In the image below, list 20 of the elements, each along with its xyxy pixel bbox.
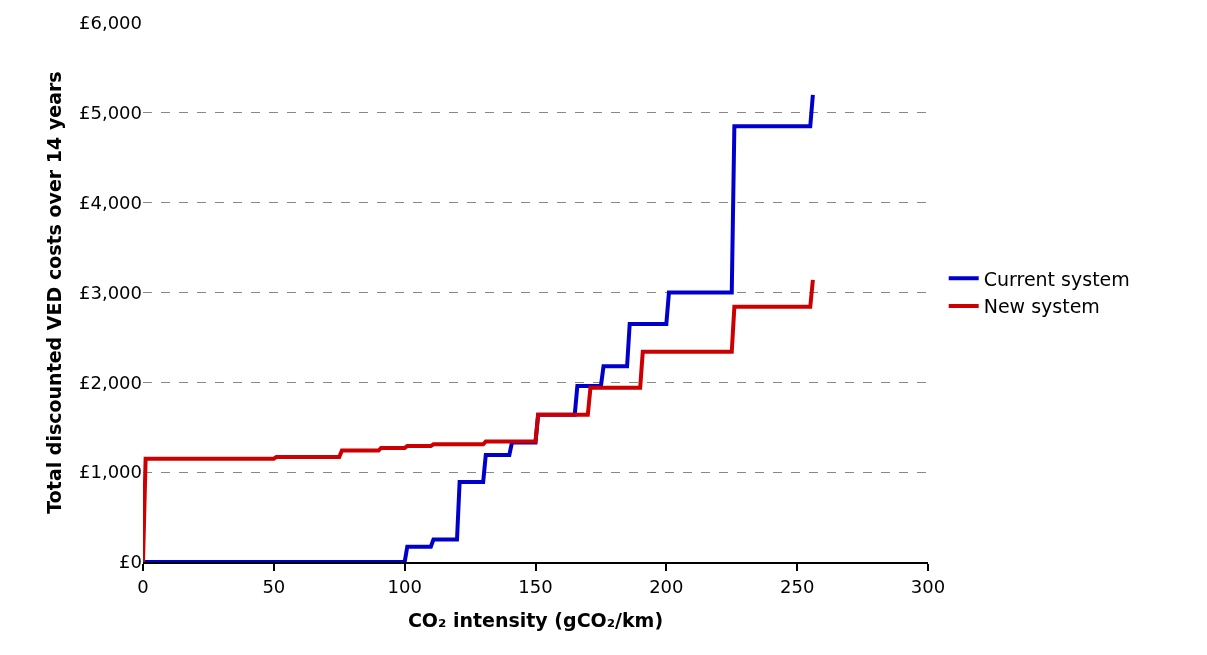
x-tick-label: 100 — [387, 575, 422, 597]
line-series — [143, 277, 815, 562]
x-tick-label: 300 — [910, 575, 946, 597]
line-series — [143, 92, 815, 562]
y-tick-label: £6,000 — [79, 12, 142, 34]
x-tick-label: 50 — [262, 575, 286, 597]
legend-label: Current system — [983, 267, 1130, 290]
y-tick-label: £1,000 — [79, 461, 142, 483]
y-tick-label: £4,000 — [79, 191, 142, 213]
y-tick-label: £0 — [119, 551, 142, 573]
y-tick-label: £3,000 — [79, 281, 142, 303]
x-tick-label: 0 — [137, 575, 149, 597]
legend-label: New system — [983, 295, 1100, 318]
x-axis-title: CO₂ intensity (gCO₂/km) — [407, 608, 664, 631]
x-tick-label: 200 — [649, 575, 684, 597]
x-tick-label: 150 — [518, 575, 553, 597]
y-axis-title: Total discounted VED costs over 14 years — [42, 71, 65, 514]
y-tick-label: £5,000 — [79, 102, 142, 124]
y-tick-label: £2,000 — [79, 371, 142, 393]
x-tick-label: 250 — [779, 575, 815, 597]
